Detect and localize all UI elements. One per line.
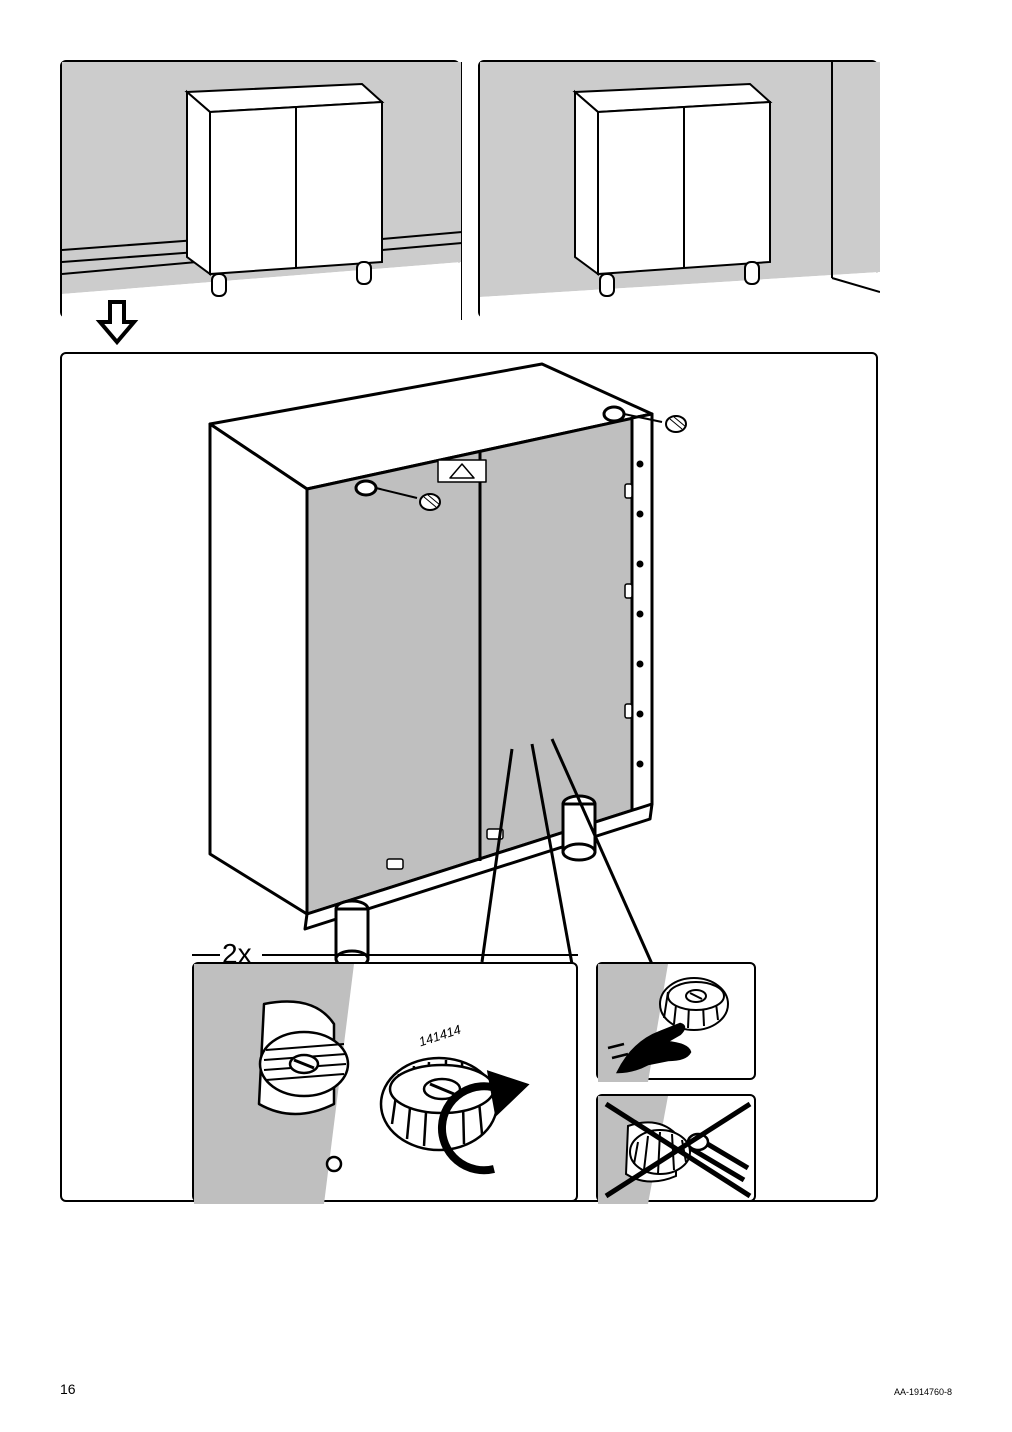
quantity-label: 2x [222,938,252,970]
illustration-cabinet-nowall [480,62,880,320]
illustration-do-not [598,1096,758,1204]
illustration-cabinet-skirting [62,62,462,320]
panel-detail-right-top [596,962,756,1080]
arrow-down-icon [92,298,142,348]
quantity-line-left [192,954,220,956]
quantity-line-right [262,954,578,956]
panel-detail-left [192,962,578,1202]
panel-top-left [60,60,460,318]
illustration-hand-push [598,964,758,1082]
illustration-cap-screw [194,964,580,1204]
panel-detail-right-bottom [596,1094,756,1202]
page-number: 16 [60,1381,76,1397]
document-id: AA-1914760-8 [894,1387,952,1397]
panel-top-right [478,60,878,318]
